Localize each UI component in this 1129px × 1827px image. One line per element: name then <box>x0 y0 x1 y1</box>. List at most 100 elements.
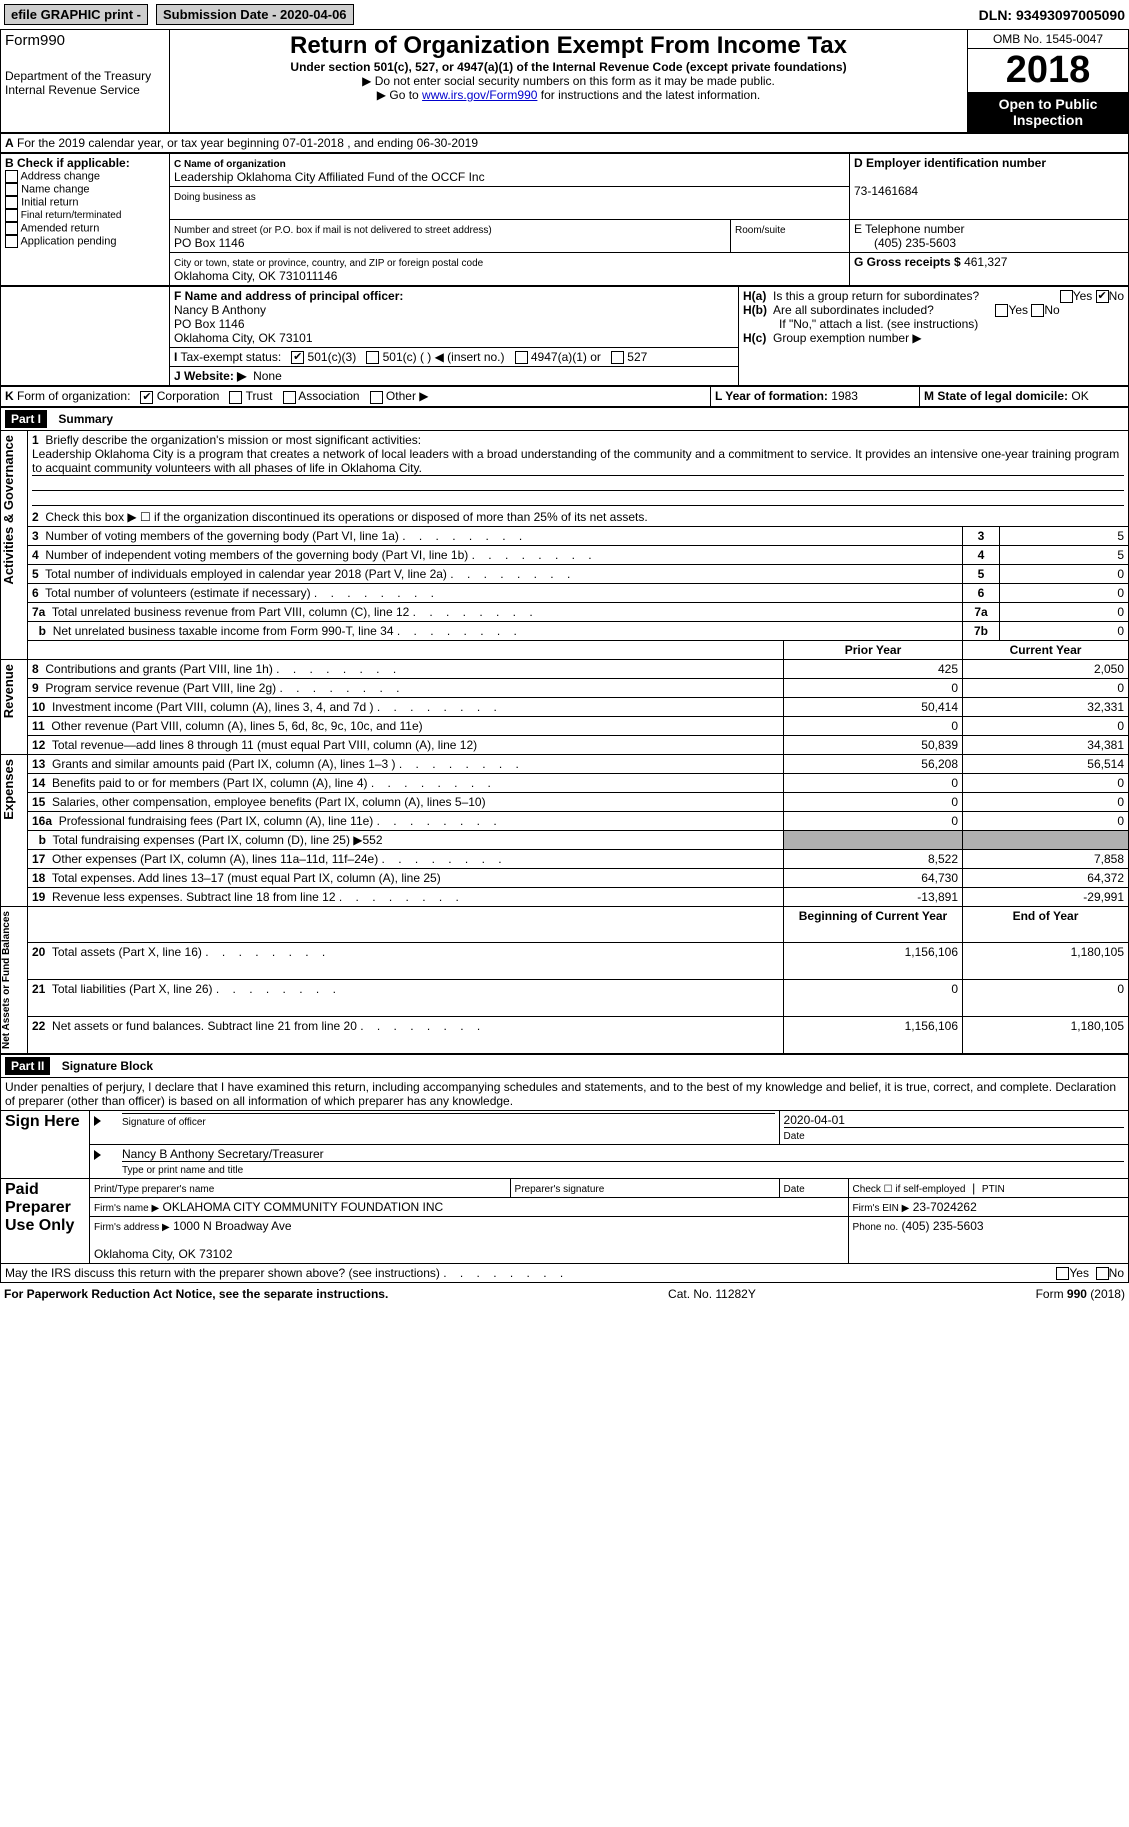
form-org-label: Form of organization: <box>17 389 130 403</box>
exp-19-c: -29,991 <box>963 887 1129 906</box>
na-22-b: 1,156,106 <box>784 1016 963 1053</box>
exp-16a-c: 0 <box>963 811 1129 830</box>
part2-header: Part II <box>5 1057 50 1075</box>
rev-11-c: 0 <box>963 716 1129 735</box>
cb-assoc[interactable] <box>283 391 296 404</box>
form-label: Form <box>5 32 40 49</box>
ein-value: 73-1461684 <box>854 184 918 198</box>
org-name: Leadership Oklahoma City Affiliated Fund… <box>174 170 485 184</box>
ein-label: D Employer identification number <box>854 156 1046 170</box>
gov-7b: 0 <box>1000 621 1129 640</box>
exp-16a-p: 0 <box>784 811 963 830</box>
identity-block: B Check if applicable: Address change Na… <box>0 153 1129 286</box>
cb-501c[interactable] <box>366 351 379 364</box>
return-note-2: ▶ Go to www.irs.gov/Form990 for instruct… <box>174 88 963 102</box>
return-title: Return of Organization Exempt From Incom… <box>174 32 963 60</box>
street: PO Box 1146 <box>174 236 245 250</box>
rev-12-p: 50,839 <box>784 735 963 754</box>
cb-other[interactable] <box>370 391 383 404</box>
tax-year: 2018 <box>968 49 1128 92</box>
return-subtitle: Under section 501(c), 527, or 4947(a)(1)… <box>174 60 963 74</box>
efile-print-button[interactable]: efile GRAPHIC print - <box>4 4 148 25</box>
hb-text: Are all subordinates included? <box>773 303 934 317</box>
omb-number: OMB No. 1545-0047 <box>968 30 1128 49</box>
form-number: 990 <box>40 32 65 49</box>
rev-11-p: 0 <box>784 716 963 735</box>
footer-mid: Cat. No. 11282Y <box>668 1287 756 1301</box>
officer-name: Nancy B Anthony <box>174 303 266 317</box>
sign-date: 2020-04-01 <box>784 1113 845 1127</box>
officer-city: Oklahoma City, OK 73101 <box>174 331 313 345</box>
cb-amended[interactable]: Amended return <box>5 222 165 235</box>
gov-3: 5 <box>1000 526 1129 545</box>
na-21-b: 0 <box>784 980 963 1017</box>
form-header-table: Form990 Department of the Treasury Inter… <box>0 29 1129 133</box>
footer-right: Form 990 (2018) <box>1036 1287 1125 1301</box>
firm-phone: (405) 235-5603 <box>902 1219 984 1233</box>
exp-16b-c <box>963 830 1129 849</box>
exp-13-c: 56,514 <box>963 754 1129 773</box>
exp-17-p: 8,522 <box>784 849 963 868</box>
na-20-b: 1,156,106 <box>784 943 963 980</box>
submission-date-button[interactable]: Submission Date - 2020-04-06 <box>156 4 354 25</box>
rev-8-c: 2,050 <box>963 659 1129 678</box>
tax-exempt-label: Tax-exempt status: <box>180 350 281 364</box>
cb-corp[interactable] <box>140 391 153 404</box>
dept-label: Department of the Treasury Internal Reve… <box>5 69 165 97</box>
cb-app-pending[interactable]: Application pending <box>5 235 165 248</box>
discuss-no[interactable] <box>1096 1267 1109 1280</box>
rev-8-p: 425 <box>784 659 963 678</box>
na-21-e: 0 <box>963 980 1129 1017</box>
exp-14-c: 0 <box>963 773 1129 792</box>
dln-label: DLN: 93493097005090 <box>979 7 1125 23</box>
firm-ein: 23-7024262 <box>913 1200 977 1214</box>
firm-name: OKLAHOMA CITY COMMUNITY FOUNDATION INC <box>163 1200 444 1214</box>
cb-trust[interactable] <box>229 391 242 404</box>
exp-19-p: -13,891 <box>784 887 963 906</box>
officer-street: PO Box 1146 <box>174 317 245 331</box>
q2-text: Check this box ▶ ☐ if the organization d… <box>45 510 647 524</box>
rev-10-p: 50,414 <box>784 697 963 716</box>
page-footer: For Paperwork Reduction Act Notice, see … <box>0 1283 1129 1305</box>
cb-initial-return[interactable]: Initial return <box>5 196 165 209</box>
section-f-label: F Name and address of principal officer: <box>174 289 403 303</box>
side-expenses: Expenses <box>1 755 16 824</box>
ha-yes[interactable] <box>1060 290 1073 303</box>
open-to-public: Open to Public Inspection <box>968 92 1128 132</box>
state-domicile: OK <box>1071 389 1088 403</box>
rev-9-c: 0 <box>963 678 1129 697</box>
section-b-label: B Check if applicable: <box>5 156 130 170</box>
part2-title: Signature Block <box>54 1059 153 1073</box>
ha-no[interactable] <box>1096 290 1109 303</box>
website-label: Website: ▶ <box>184 369 246 383</box>
tel-value: (405) 235-5603 <box>854 236 956 250</box>
return-note-1: ▶ Do not enter social security numbers o… <box>174 74 963 88</box>
period-line: A For the 2019 calendar year, or tax yea… <box>1 134 1129 153</box>
discuss-yes[interactable] <box>1056 1267 1069 1280</box>
gov-5: 0 <box>1000 564 1129 583</box>
hb-no[interactable] <box>1031 304 1044 317</box>
discuss-text: May the IRS discuss this return with the… <box>5 1266 563 1280</box>
hb-note: If "No," attach a list. (see instruction… <box>743 317 1124 331</box>
exp-13-p: 56,208 <box>784 754 963 773</box>
cb-501c3[interactable] <box>291 351 304 364</box>
cb-name-change[interactable]: Name change <box>5 183 165 196</box>
form990-link[interactable]: www.irs.gov/Form990 <box>422 88 537 102</box>
cb-address-change[interactable]: Address change <box>5 170 165 183</box>
cb-527[interactable] <box>611 351 624 364</box>
exp-15-p: 0 <box>784 792 963 811</box>
hb-yes[interactable] <box>995 304 1008 317</box>
website-value: None <box>253 369 282 383</box>
cb-4947[interactable] <box>515 351 528 364</box>
sign-name: Nancy B Anthony Secretary/Treasurer <box>122 1147 324 1161</box>
ha-text: Is this a group return for subordinates? <box>773 289 979 303</box>
gov-6: 0 <box>1000 583 1129 602</box>
gross-label: G Gross receipts $ <box>854 255 961 269</box>
q1-text: Leadership Oklahoma City is a program th… <box>32 447 1119 475</box>
sign-here-label: Sign Here <box>1 1110 90 1178</box>
cb-final-return[interactable]: Final return/terminated <box>5 209 165 222</box>
gov-4: 5 <box>1000 545 1129 564</box>
exp-18-c: 64,372 <box>963 868 1129 887</box>
side-revenue: Revenue <box>1 660 16 722</box>
part1-header: Part I <box>5 410 47 428</box>
